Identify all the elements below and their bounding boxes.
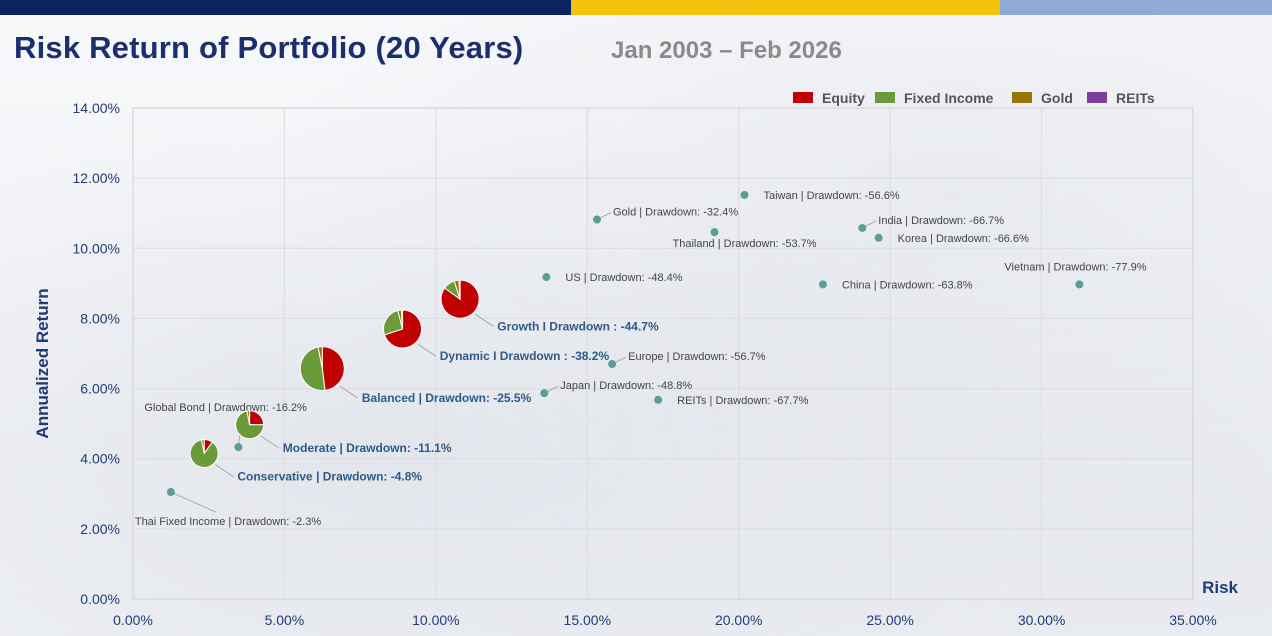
legend-label: Fixed Income xyxy=(904,90,994,106)
page-title: Risk Return of Portfolio (20 Years) xyxy=(14,30,524,65)
accent-navy xyxy=(0,0,571,15)
asset-label: Europe | Drawdown: -56.7% xyxy=(628,351,766,363)
portfolio-leader-line xyxy=(215,464,234,478)
legend-label: REITs xyxy=(1116,90,1155,106)
axes: 0.00% 5.00% 10.00% 15.00% 20.00% 25.00% 30.00%… xyxy=(33,100,1239,628)
leader-line xyxy=(170,491,217,513)
legend-swatch xyxy=(793,92,813,103)
asset-point xyxy=(540,389,549,398)
asset-label: Taiwan | Drawdown: -56.6% xyxy=(763,190,899,202)
portfolio-pie xyxy=(235,410,265,440)
y-tick-label: 14.00% xyxy=(73,100,120,116)
portfolio-pies: Conservative | Drawdown: -4.8% Moderate |… xyxy=(189,279,659,484)
pie-slice-gold xyxy=(200,438,205,454)
legend-swatch xyxy=(1012,92,1032,103)
portfolio-label: Dynamic I Drawdown : -38.2% xyxy=(440,349,610,363)
accent-light-blue xyxy=(1000,0,1272,15)
pie-slice-fixed-income xyxy=(235,410,265,440)
asset-label: Gold | Drawdown: -32.4% xyxy=(613,207,738,219)
x-tick-label: 0.00% xyxy=(113,612,153,628)
x-tick-label: 15.00% xyxy=(564,612,611,628)
asset-label: Thai Fixed Income | Drawdown: -2.3% xyxy=(135,516,321,528)
accent-yellow xyxy=(571,0,1000,15)
legend-label: Gold xyxy=(1041,90,1073,106)
asset-label: US | Drawdown: -48.4% xyxy=(565,272,682,284)
asset-point xyxy=(874,233,883,242)
pie-slice-fixed-income xyxy=(189,439,219,468)
asset-label: Thailand | Drawdown: -53.7% xyxy=(672,238,816,250)
asset-point xyxy=(1075,280,1084,289)
y-axis-title: Annualized Return xyxy=(33,288,52,438)
pie-slice-gold xyxy=(317,346,323,369)
pie-slice-fixed-income xyxy=(299,346,326,392)
asset-label: Global Bond | Drawdown: -16.2% xyxy=(144,402,307,414)
asset-label: REITs | Drawdown: -67.7% xyxy=(677,395,808,407)
top-accent-bar xyxy=(0,0,1272,15)
asset-label: Japan | Drawdown: -48.8% xyxy=(560,380,692,392)
x-tick-label: 20.00% xyxy=(715,612,762,628)
portfolio-label: Moderate | Drawdown: -11.1% xyxy=(283,441,452,455)
portfolio-pie xyxy=(299,346,345,392)
portfolio-label: Balanced | Drawdown: -25.5% xyxy=(362,391,532,405)
portfolio-label: Conservative | Drawdown: -4.8% xyxy=(237,470,422,484)
asset-point xyxy=(858,223,867,232)
x-tick-label: 35.00% xyxy=(1169,612,1216,628)
portfolio-label: Growth I Drawdown : -44.7% xyxy=(497,319,659,333)
asset-point xyxy=(818,280,827,289)
portfolio-leader-line xyxy=(339,385,359,399)
y-tick-label: 2.00% xyxy=(80,521,120,537)
y-tick-label: 10.00% xyxy=(73,240,120,256)
x-tick-label: 30.00% xyxy=(1018,612,1065,628)
portfolio-pie xyxy=(383,309,422,349)
asset-points: Thai Fixed Income | Drawdown: -2.3% Globa… xyxy=(135,190,1147,528)
pie-slice-fixed-income xyxy=(383,309,404,336)
portfolio-leader-line xyxy=(475,313,494,327)
y-tick-label: 0.00% xyxy=(80,591,120,607)
asset-point xyxy=(592,215,601,224)
legend: Equity Fixed Income Gold REITs xyxy=(793,90,1155,106)
portfolio-pie xyxy=(440,279,480,319)
portfolio-leader-line xyxy=(260,435,280,449)
asset-point xyxy=(654,395,663,404)
pie-slice-reits xyxy=(458,279,461,300)
portfolio-pie xyxy=(189,438,219,468)
asset-point xyxy=(710,228,719,237)
legend-swatch xyxy=(875,92,895,103)
pie-slice-equity xyxy=(321,346,345,391)
x-tick-label: 25.00% xyxy=(866,612,913,628)
asset-point xyxy=(234,443,243,452)
asset-label: Vietnam | Drawdown: -77.9% xyxy=(1004,261,1146,273)
asset-label: India | Drawdown: -66.7% xyxy=(878,215,1004,227)
asset-label: Korea | Drawdown: -66.6% xyxy=(898,233,1029,245)
portfolio-leader-line xyxy=(417,343,437,357)
plot-border xyxy=(132,107,1194,600)
y-tick-label: 6.00% xyxy=(80,381,120,397)
x-axis-title: Risk xyxy=(1202,578,1238,597)
pie-slice-reits xyxy=(400,309,404,329)
x-tick-label: 10.00% xyxy=(412,612,459,628)
y-tick-label: 12.00% xyxy=(73,170,120,186)
legend-swatch xyxy=(1087,92,1107,103)
asset-point xyxy=(608,360,617,369)
pie-slice-gold xyxy=(246,410,251,425)
asset-label: China | Drawdown: -63.8% xyxy=(842,279,973,291)
asset-point xyxy=(166,488,175,497)
asset-point xyxy=(542,273,551,282)
grid-lines xyxy=(132,107,1194,600)
legend-label: Equity xyxy=(822,90,865,106)
x-tick-label: 5.00% xyxy=(265,612,305,628)
y-tick-label: 8.00% xyxy=(80,310,120,326)
y-tick-label: 4.00% xyxy=(80,451,120,467)
page-subtitle: Jan 2003 – Feb 2026 xyxy=(611,37,842,64)
asset-point xyxy=(740,190,749,199)
